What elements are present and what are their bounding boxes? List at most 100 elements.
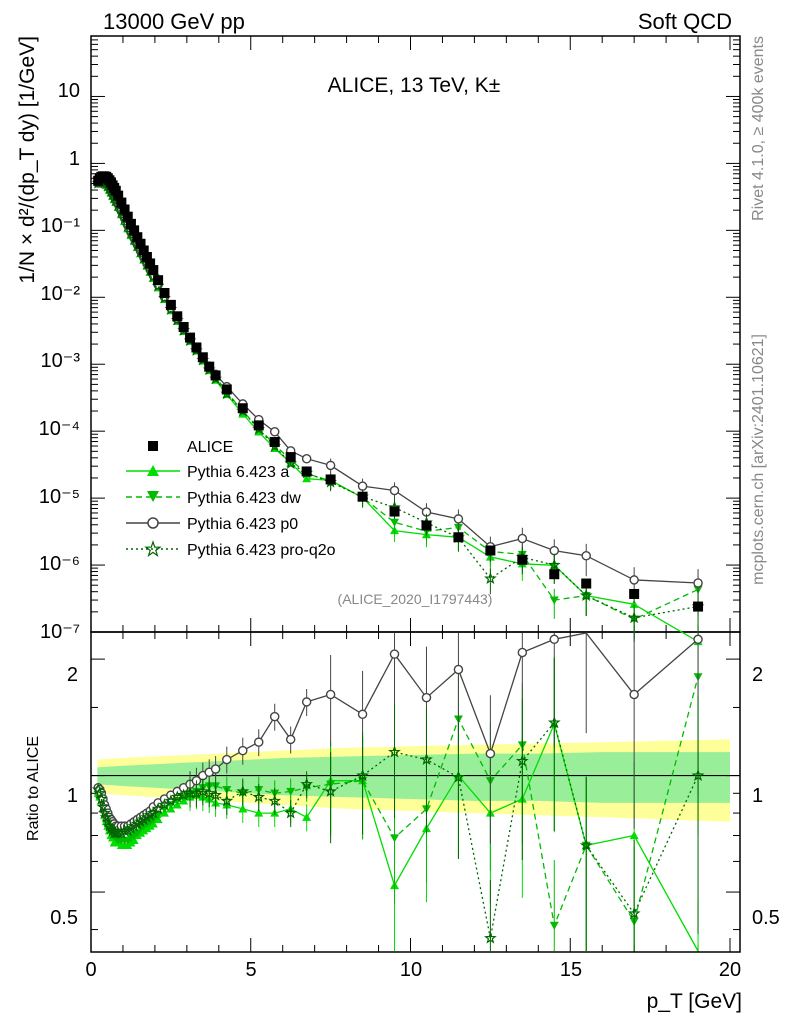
legend-entry-pythia-dw: Pythia 6.423 dw: [126, 490, 301, 507]
legend-entry-alice: ALICE: [148, 439, 233, 456]
main-axis-ticks: [90, 35, 740, 633]
ratio-point-pythia-6-423-pro-q2o: [252, 790, 266, 803]
mcplots-label: mcplots.cern.ch [arXiv:2401.10621]: [750, 334, 767, 585]
main-series-pythia-6-423-p0: [93, 175, 703, 611]
ratio-point-pythia-6-423-pro-q2o: [420, 752, 433, 766]
data-point-alice: [178, 321, 189, 332]
data-point-alice: [269, 436, 280, 447]
data-point-alice: [210, 370, 221, 381]
data-point-alice: [629, 588, 640, 599]
x-tick-label-15: 15: [560, 959, 582, 981]
data-point-alice: [549, 569, 560, 580]
main-series-alice: [93, 171, 704, 612]
y-tick-label-1e-3: 10⁻³: [41, 350, 81, 372]
main-series-group: [91, 171, 705, 669]
data-point-alice: [122, 211, 133, 222]
ratio-point-pythia-6-423-p0: [453, 664, 464, 675]
data-point-alice: [129, 225, 140, 236]
ratio-point-pythia-6-423-pro-q2o: [515, 754, 529, 767]
data-point-alice: [301, 466, 312, 477]
data-point-alice: [517, 554, 528, 565]
x-tick-label-20: 20: [719, 959, 741, 981]
ratio-point-pythia-6-423-pro-q2o: [284, 806, 298, 819]
ratio-point-pythia-6-423-pro-q2o: [96, 800, 110, 813]
x-tick-label-5: 5: [245, 959, 256, 981]
ratio-point-pythia-6-423-pro-q2o: [202, 786, 216, 799]
y-tick-label-1e-4: 10⁻⁴: [39, 418, 80, 440]
y-tick-label-1e-1: 10⁻¹: [41, 215, 81, 237]
ratio-point-pythia-6-423-a: [238, 804, 248, 813]
main-point-pythia-6-423-dw: [549, 596, 559, 605]
main-point-pythia-6-423-pro-q2o: [484, 571, 497, 585]
ratio-point-pythia-6-423-pro-q2o: [93, 786, 107, 799]
ratio-point-pythia-6-423-pro-q2o: [104, 821, 118, 834]
ratio-point-pythia-6-423-pro-q2o: [196, 784, 210, 797]
ratio-point-pythia-6-423-pro-q2o: [547, 715, 561, 729]
main-point-pythia-6-423-pro-q2o: [627, 611, 641, 624]
ratio-point-pythia-6-423-pro-q2o: [300, 777, 314, 790]
ratio-point-pythia-6-423-pro-q2o: [103, 819, 116, 832]
ratio-point-pythia-6-423-a: [629, 831, 639, 840]
main-point-pythia-6-423-a: [629, 599, 639, 608]
ratio-point-pythia-6-423-pro-q2o: [111, 826, 125, 839]
ratio-point-pythia-6-423-p0: [357, 709, 368, 720]
legend-label-alice: ALICE: [187, 439, 233, 456]
ratio-panel-frame: [90, 631, 741, 953]
data-point-alice: [148, 265, 159, 276]
data-point-alice: [185, 332, 196, 343]
data-point-alice: [285, 452, 296, 463]
data-point-alice: [581, 578, 592, 589]
data-point-alice: [138, 245, 149, 256]
header-right: Soft QCD: [638, 9, 732, 34]
data-point-alice: [135, 238, 146, 249]
legend: ALICE Pythia 6.423 a Pythia 6.423 dw Pyt…: [126, 439, 336, 559]
y-tick-label-1e-2: 10⁻²: [41, 283, 81, 305]
legend-marker-pythia-p0: [147, 517, 159, 529]
ratio-point-pythia-6-423-pro-q2o: [388, 745, 401, 758]
header-left: 13000 GeV pp: [103, 9, 245, 34]
ratio-point-pythia-6-423-p0: [301, 697, 312, 707]
ratio-point-pythia-6-423-pro-q2o: [118, 823, 131, 837]
ratio-point-pythia-6-423-pro-q2o: [101, 814, 115, 828]
y-tick-label-1e-6: 10⁻⁶: [39, 553, 80, 575]
rivet-label: Rivet 4.1.0, ≥ 400k events: [750, 36, 767, 221]
ratio-tick-label-1-right: 1: [752, 785, 763, 807]
ratio-tick-label-1: 1: [67, 785, 78, 807]
data-point-alice: [485, 545, 496, 556]
legend-label-pythia-a: Pythia 6.423 a: [187, 464, 289, 481]
ratio-point-pythia-6-423-p0: [485, 748, 496, 759]
ratio-point-pythia-6-423-pro-q2o: [484, 931, 497, 944]
ratio-series-pythia-6-423-pro-q2o: [91, 657, 705, 951]
y-tick-label-1e-7: 10⁻⁷: [40, 621, 80, 643]
x-tick-label-0: 0: [85, 959, 96, 981]
data-point-alice: [325, 474, 336, 485]
ratio-y-axis-label: Ratio to ALICE: [25, 736, 42, 841]
x-tick-labels: 0 5 10 15 20: [85, 959, 741, 981]
ratio-line-pythia-6-423-pro-q2o: [97, 721, 699, 939]
ratio-point-pythia-6-423-p0: [210, 764, 221, 774]
main-point-pythia-6-423-p0: [269, 427, 280, 437]
main-series-pythia-6-423-pro-q2o: [91, 174, 705, 642]
main-point-pythia-6-423-p0: [581, 550, 591, 561]
data-point-alice: [421, 520, 432, 531]
ratio-point-pythia-6-423-p0: [325, 689, 336, 700]
ratio-point-pythia-6-423-p0: [549, 634, 560, 645]
main-point-pythia-6-423-p0: [517, 533, 528, 544]
ratio-point-pythia-6-423-p0: [389, 649, 400, 659]
data-point-alice: [693, 601, 704, 612]
ratio-point-pythia-6-423-dw: [549, 921, 559, 930]
main-point-pythia-6-423-p0: [629, 575, 639, 585]
data-point-alice: [116, 197, 127, 208]
legend-marker-alice: [148, 441, 158, 451]
main-point-pythia-6-423-a: [302, 474, 312, 483]
data-point-alice: [172, 311, 183, 322]
ratio-point-pythia-6-423-dw: [132, 829, 142, 838]
data-point-alice: [145, 258, 156, 269]
data-point-alice: [113, 190, 124, 201]
legend-marker-pythia-dw: [147, 491, 159, 502]
ratio-point-pythia-6-423-pro-q2o: [627, 906, 641, 919]
main-line-pythia-6-423-a: [97, 180, 699, 643]
ratio-tick-label-0p5: 0.5: [50, 907, 78, 929]
main-y-tick-labels: 10 1 10⁻¹ 10⁻² 10⁻³ 10⁻⁴ 10⁻⁵ 10⁻⁶ 10⁻⁷: [39, 80, 81, 643]
legend-marker-pythia-pro-q2o: [144, 540, 162, 558]
